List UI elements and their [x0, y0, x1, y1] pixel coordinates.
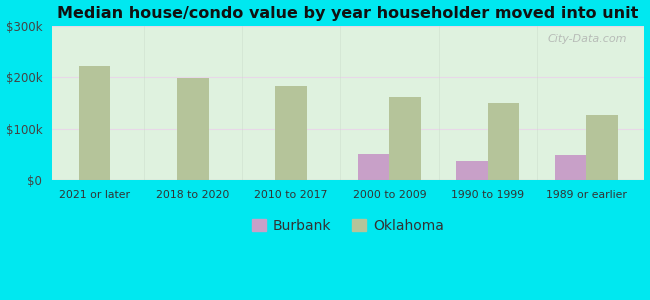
Bar [554, 154, 586, 180]
Bar [389, 97, 421, 180]
Bar [456, 161, 488, 180]
Bar [488, 103, 519, 180]
Bar [177, 78, 209, 180]
Bar [79, 66, 110, 180]
Text: City-Data.com: City-Data.com [547, 34, 627, 44]
Bar [276, 86, 307, 180]
Legend: Burbank, Oklahoma: Burbank, Oklahoma [247, 213, 450, 238]
Bar [586, 115, 618, 180]
Title: Median house/condo value by year householder moved into unit: Median house/condo value by year househo… [57, 6, 639, 21]
Bar [358, 154, 389, 180]
